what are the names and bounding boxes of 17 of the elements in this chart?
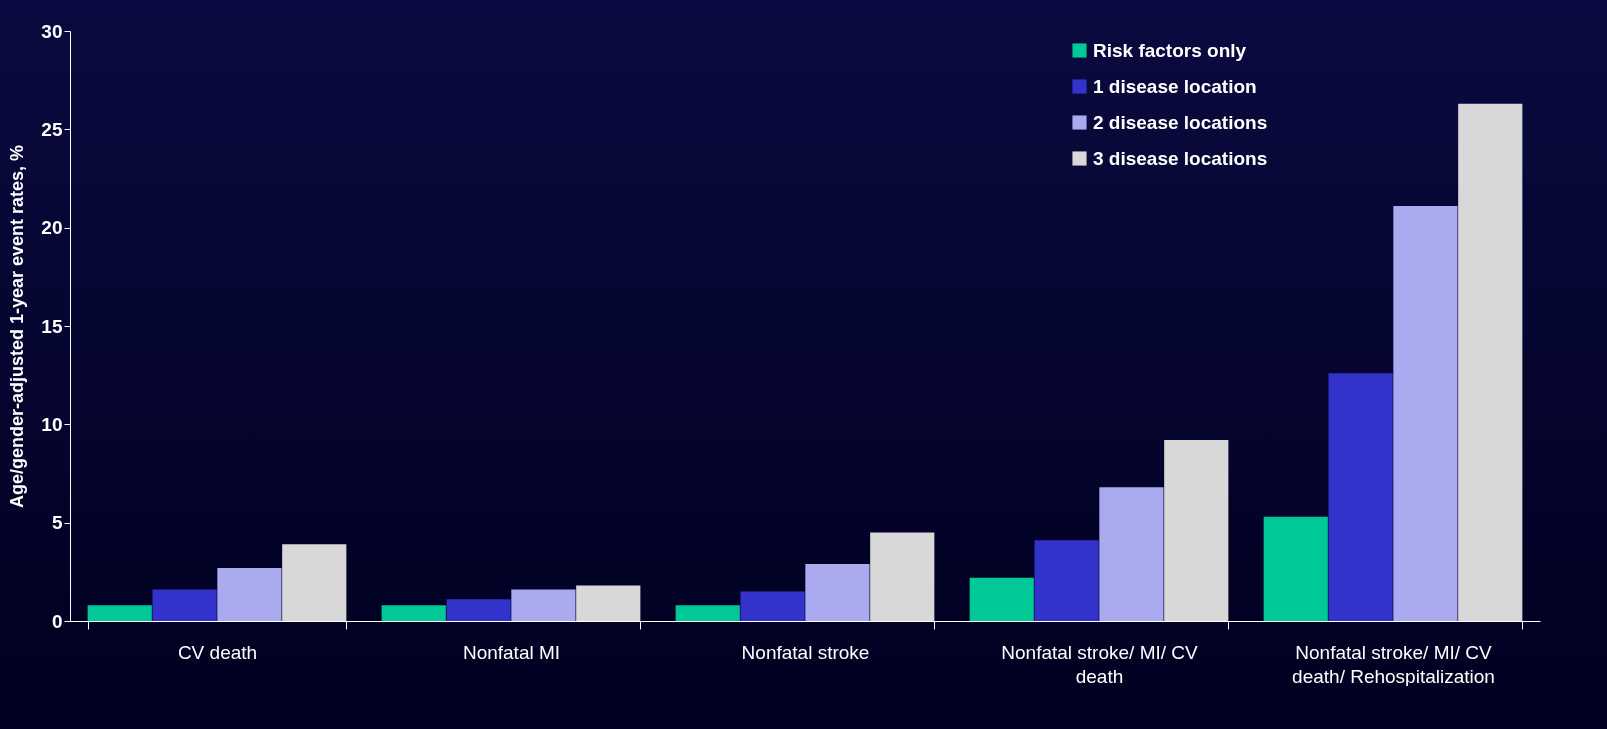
x-tick-label: Nonfatal stroke [741,641,870,663]
legend-label: Risk factors only [1093,39,1247,61]
y-tick-label: 20 [41,217,63,239]
y-tick-label: 30 [41,20,63,42]
y-tick-label: 25 [41,118,63,140]
y-axis-title: Age/gender-adjusted 1-year event rates, % [7,144,28,509]
y-tick-label: 15 [41,315,63,337]
x-tick-label: CV death [177,641,258,663]
y-tick-label: 5 [51,512,63,534]
y-tick-label: 10 [41,413,63,435]
x-tick-label: Nonfatal stroke/ MI/ CV death [1001,641,1199,687]
legend-label: 2 disease locations [1093,111,1268,133]
legend-label: 3 disease locations [1093,147,1268,169]
legend-label: 1 disease location [1093,75,1257,97]
y-tick-label: 0 [51,610,63,632]
x-tick-label: Nonfatal MI [462,641,561,663]
x-tick-label: Nonfatal stroke/ MI/ CV death/ Rehospitalization [1292,641,1495,687]
